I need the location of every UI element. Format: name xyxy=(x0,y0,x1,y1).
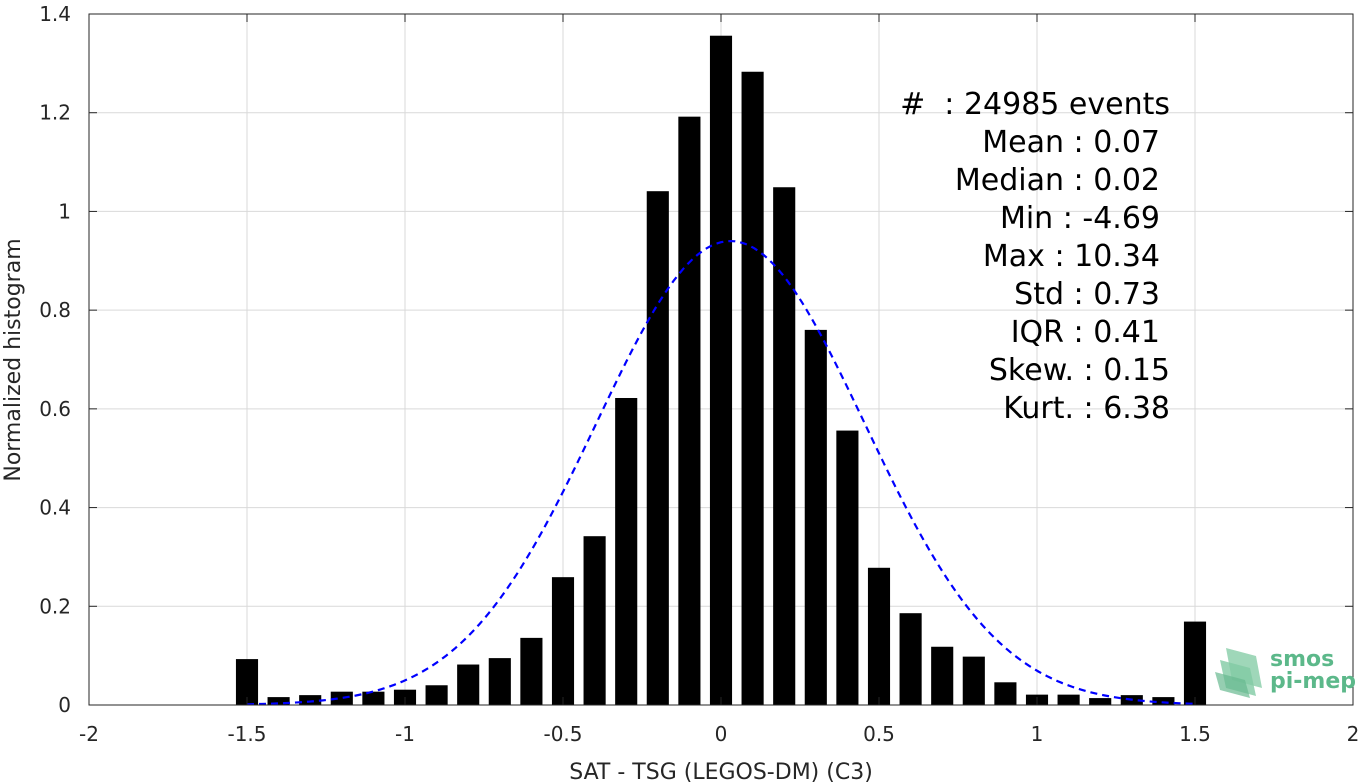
histogram-bar xyxy=(1057,694,1080,705)
stat-kurt: Kurt. : 6.38 xyxy=(1003,391,1170,426)
logo-mark-icon xyxy=(1215,648,1262,698)
x-tick-label: 1 xyxy=(1031,722,1044,746)
histogram-bar xyxy=(678,116,701,706)
x-tick-label: -1.5 xyxy=(227,722,266,746)
x-tick-label: 0 xyxy=(715,722,728,746)
y-tick-label: 1.4 xyxy=(39,2,71,26)
stat-median: Median : 0.02 xyxy=(955,163,1160,198)
x-tick-label: 0.5 xyxy=(863,722,895,746)
smos-pimep-logo: smos pi-mep xyxy=(1215,647,1356,698)
y-tick-label: 1 xyxy=(58,199,71,223)
logo-text-pimep: pi-mep xyxy=(1270,669,1356,694)
y-tick-label: 0.2 xyxy=(39,594,71,618)
stat-mean: Mean : 0.07 xyxy=(982,125,1160,160)
histogram-bar xyxy=(867,567,891,705)
y-tick-label: 0.8 xyxy=(39,298,71,322)
histogram-bar xyxy=(709,35,733,705)
histogram-bar xyxy=(994,682,1017,705)
histogram-bar xyxy=(488,658,511,705)
histogram-bar xyxy=(1152,697,1175,705)
x-tick-label: -1 xyxy=(395,722,415,746)
histogram-bar xyxy=(299,695,322,705)
histogram-bar xyxy=(362,691,385,705)
stat-iqr: IQR : 0.41 xyxy=(1011,315,1160,350)
histogram-bar xyxy=(1183,621,1207,705)
x-axis-label: SAT - TSG (LEGOS-DM) (C3) xyxy=(569,760,873,784)
histogram-bar xyxy=(804,329,827,705)
stats-box: # : 24985 events Mean : 0.07 Median : 0.… xyxy=(900,87,1170,426)
stat-max: Max : 10.34 xyxy=(983,239,1160,274)
y-tick-label: 0.4 xyxy=(39,496,71,520)
x-tick-label: -0.5 xyxy=(543,722,582,746)
histogram-bar xyxy=(425,685,448,705)
histogram-bar xyxy=(330,691,353,705)
histogram-bar xyxy=(646,191,669,705)
histogram-bar xyxy=(962,656,985,705)
histogram-bar xyxy=(899,613,922,705)
axis-ticks: -2 -1.5 -1 -0.5 0 0.5 1 1.5 2 0 0.2 0.4 0.6 0.8 1 1.2 1.… xyxy=(39,2,1359,746)
histogram-bar xyxy=(235,659,259,705)
histogram-bar xyxy=(773,187,796,705)
histogram-bar xyxy=(615,397,638,705)
histogram-bar xyxy=(931,646,954,705)
stat-min: Min : -4.69 xyxy=(1000,201,1160,236)
histogram-bar xyxy=(836,430,859,705)
y-tick-label: 0 xyxy=(58,693,71,717)
stat-std: Std : 0.73 xyxy=(1014,277,1160,312)
y-tick-label: 0.6 xyxy=(39,397,71,421)
histogram-bar xyxy=(551,577,575,705)
histogram-bar xyxy=(520,637,543,705)
x-tick-label: 1.5 xyxy=(1179,722,1211,746)
histogram-bar xyxy=(741,71,764,705)
normal-fit-curve xyxy=(246,239,1196,706)
y-axis-label: Normalized histogram xyxy=(1,238,26,481)
logo-text-smos: smos xyxy=(1270,647,1334,672)
x-tick-label: 2 xyxy=(1347,722,1360,746)
y-tick-label: 1.2 xyxy=(39,101,71,125)
stat-skew: Skew. : 0.15 xyxy=(989,353,1170,388)
x-tick-label: -2 xyxy=(79,722,99,746)
histogram-bar xyxy=(1089,698,1112,705)
stat-events: # : 24985 events xyxy=(900,87,1170,122)
histogram-bar xyxy=(267,697,290,705)
histogram-bar xyxy=(583,536,606,705)
histogram-bar xyxy=(457,664,480,705)
